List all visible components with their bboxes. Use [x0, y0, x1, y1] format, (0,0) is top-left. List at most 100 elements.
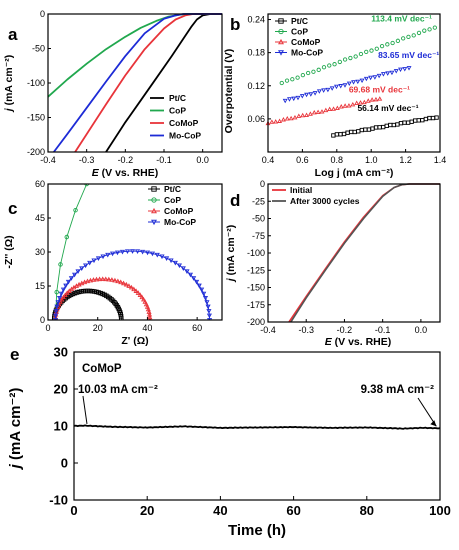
panel-c-point-3 [54, 304, 60, 310]
panel-c-point-3 [87, 260, 93, 266]
panel-b-point-1 [422, 28, 427, 33]
panel-e-ytick-label: 10 [54, 419, 68, 434]
panel-b-point-0 [388, 122, 393, 128]
panel-d-ylabel-part: (mA cm⁻²) [225, 225, 237, 279]
panel-d-xtick-label: -0.1 [375, 325, 391, 335]
panel-e-xlabel: Time (h) [228, 522, 286, 539]
panel-c-point-2 [87, 277, 94, 283]
panel-a-legend-label-3: Mo-CoP [169, 131, 201, 141]
panel-b-point-0 [413, 118, 418, 123]
panel-b-point-2 [338, 104, 344, 109]
panel-e-ytick-label: -10 [49, 493, 68, 508]
panel-d-xtick-label: 0.0 [415, 325, 428, 335]
panel-b-xtick-label: 1.0 [365, 155, 378, 165]
panel-e-ylabel: j (mA cm⁻²) [7, 388, 24, 471]
panel-b-point-2 [365, 98, 371, 103]
panel-b-point-2 [350, 101, 356, 107]
panel-c-point-1 [64, 234, 70, 240]
panel-c-plot-area [51, 184, 213, 320]
panel-a-series-line-1 [47, 13, 222, 98]
panel-b-xtick-label: 0.6 [296, 155, 309, 165]
panel-b-point-2 [346, 103, 352, 108]
panel-c-ytick-label: 45 [35, 213, 45, 223]
panel-d-ytick-label: -50 [252, 214, 265, 224]
panel-b-point-1 [295, 75, 300, 80]
panel-b-point-3 [398, 67, 403, 73]
panel-a-ytick-label: -50 [32, 44, 45, 54]
panel-a-series-line-3 [53, 13, 222, 153]
panel-b-point-2 [315, 109, 321, 115]
panel-b-point-1 [411, 33, 416, 38]
panel-b-point-3 [333, 84, 339, 90]
panel-c-point-3 [83, 263, 89, 269]
panel-c-point-3 [105, 252, 111, 258]
panel-c-point-3 [149, 251, 156, 257]
panel-c-ytick-label: 60 [35, 179, 45, 189]
panel-c-series-line-3 [55, 250, 211, 320]
panel-c-point-2 [103, 276, 109, 282]
panel-b-point-1 [316, 67, 321, 72]
panel-b-point-3 [325, 87, 331, 93]
panel-d-ytick-label: -200 [247, 317, 265, 327]
panel-d-xtick-label: -0.4 [260, 325, 276, 335]
panel-c-point-3 [53, 309, 59, 314]
panel-b-point-0 [384, 123, 389, 129]
panel-b-point-0 [334, 132, 340, 137]
panel-b-point-1 [353, 54, 358, 59]
panel-b-point-0 [420, 118, 425, 123]
panel-b-point-3 [342, 83, 348, 88]
panel-a-xlabel-part: E [92, 167, 100, 179]
panel-b-point-3 [282, 98, 288, 104]
panel-d-ytick-label: -100 [247, 248, 265, 258]
panel-c-point-2 [93, 276, 100, 282]
panel-b-point-3 [291, 96, 297, 102]
panel-b-point-1 [332, 62, 337, 67]
panel-b-point-1 [290, 77, 295, 82]
panel-a-ylabel-part: j [3, 107, 15, 113]
panel-c-xtick-label: 20 [93, 323, 103, 333]
panel-b-point-3 [299, 94, 305, 99]
panel-b-point-0 [373, 125, 379, 130]
panel-b-point-3 [393, 69, 399, 74]
panel-c-point-3 [159, 254, 165, 260]
panel-c-point-3 [202, 295, 209, 301]
panel-c-point-3 [110, 251, 116, 257]
panel-d-legend-label-0: Initial [290, 185, 312, 195]
panel-b-frame [267, 13, 441, 153]
panel-c-point-2 [135, 290, 141, 295]
panel-c-point-2 [60, 294, 66, 300]
panel-c-point-3 [55, 300, 61, 305]
panel-b-point-2 [311, 109, 317, 115]
panel-a-legend-label-0: Pt/C [169, 93, 186, 103]
panel-c-legend-marker-0 [151, 186, 157, 192]
panel-c-point-3 [172, 260, 178, 266]
panel-b-point-3 [368, 75, 374, 81]
panel-a-xtick-label: -0.4 [40, 155, 56, 165]
panel-d-ytick-label: 0 [260, 179, 265, 189]
panel-c-point-3 [206, 313, 212, 319]
panel-e-series-line [73, 424, 441, 430]
panel-e-annotation-start: 10.03 mA cm⁻² [78, 384, 158, 396]
panel-b-point-3 [312, 91, 318, 96]
panel-e-annotation-end: 9.38 mA cm⁻² [361, 384, 435, 396]
panel-c-point-3 [95, 256, 101, 261]
panel-c-point-2 [128, 284, 135, 290]
panel-c-legend-label-2: CoMoP [164, 206, 194, 216]
panel-b-point-3 [389, 70, 395, 76]
panel-d-ytick-label: -175 [247, 300, 265, 310]
panel-d-xtick-label: -0.2 [337, 325, 353, 335]
panel-b-legend-marker-1 [278, 28, 284, 35]
panel-a-xlabel-part: (V vs. RHE) [99, 167, 159, 179]
panel-b-point-1 [364, 49, 369, 55]
panel-e-xtick-label: 0 [70, 503, 77, 518]
panel-b-point-2 [277, 118, 283, 123]
panel-b-point-0 [381, 124, 386, 130]
panel-a-xtick-label: -0.3 [79, 155, 95, 165]
panel-c-point-2 [121, 280, 127, 286]
panel-b-point-2 [369, 97, 375, 102]
panel-b-point-0 [359, 127, 364, 133]
panel-c-point-2 [82, 279, 88, 285]
panel-d-xlabel-part: (V vs. RHE) [332, 336, 392, 348]
panel-d-stability-lsv: -0.4 -0.3 -0.2 -0.1 0.0 -200 -175 -150 -125 -100 -… [225, 179, 441, 348]
panel-b-point-0 [434, 115, 439, 120]
